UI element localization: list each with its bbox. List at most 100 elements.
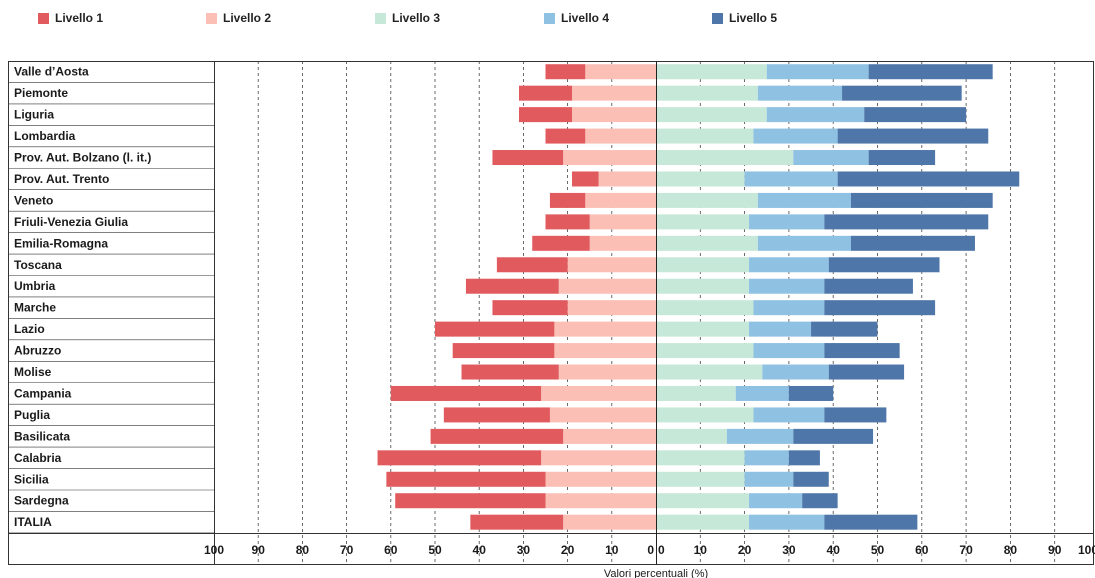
bar-livello-1 [452,343,555,359]
region-label: Prov. Aut. Trento [14,172,109,186]
tick-label: 60 [915,543,929,557]
bar-livello-1 [549,192,586,208]
bar-livello-3 [656,407,754,423]
legend-label: Livello 4 [561,11,610,25]
bar-livello-1 [545,64,586,80]
region-label: Prov. Aut. Bolzano (l. it.) [14,151,151,165]
bar-livello-1 [492,300,568,316]
bar-livello-5 [868,150,936,166]
bar-livello-5 [828,257,940,273]
bar-livello-5 [793,471,829,487]
bar-livello-2 [541,385,656,401]
bar-livello-3 [656,150,794,166]
bar-livello-2 [554,321,656,337]
bar-livello-1 [443,407,550,423]
bar-livello-3 [656,321,750,337]
legend-swatch [206,12,217,24]
bar-livello-2 [585,64,656,80]
bar-livello-4 [749,493,803,509]
bar-livello-4 [753,343,825,359]
tick-label: 0 [647,543,654,557]
bar-livello-3 [656,471,745,487]
bar-livello-2 [545,493,656,509]
tick-label: 50 [428,543,442,557]
bar-livello-4 [744,471,794,487]
tick-label: 50 [871,543,885,557]
bar-livello-5 [850,192,993,208]
tick-label: 70 [959,543,973,557]
region-label: Piemonte [14,86,68,100]
bar-livello-4 [744,171,838,187]
bar-livello-2 [563,428,656,444]
tick-label: 10 [694,543,708,557]
bar-livello-4 [757,85,843,101]
bar-livello-3 [656,257,750,273]
bar-livello-5 [824,278,913,294]
bar-livello-4 [762,364,829,380]
tick-label: 70 [340,543,354,557]
bar-livello-3 [656,300,754,316]
bar-livello-4 [749,321,812,337]
bar-livello-2 [585,192,656,208]
bar-livello-5 [842,85,962,101]
bar-livello-5 [793,428,874,444]
legend-item: Livello 1 [38,8,103,28]
region-label: Marche [14,301,56,315]
bar-livello-4 [757,235,851,251]
bar-livello-3 [656,107,767,123]
tick-labels: 100 90 80 70 60 50 40 30 20 10 0 0 10 20 30 40 50 60 70 80 9… [204,543,1095,557]
legend-item: Livello 4 [544,8,609,28]
bar-livello-2 [558,364,656,380]
legend-swatch [544,12,555,24]
region-label: Liguria [14,108,54,122]
bar-livello-3 [656,214,750,230]
tick-label: 90 [1048,543,1062,557]
bar-livello-3 [656,278,750,294]
bar-livello-2 [563,150,656,166]
bar-livello-4 [753,128,838,144]
bar-livello-3 [656,514,750,530]
bar-livello-5 [788,450,820,466]
bar-livello-4 [749,278,825,294]
bar-livello-2 [558,278,656,294]
bar-livello-2 [554,343,656,359]
legend-swatch [712,12,723,24]
bar-livello-3 [656,171,745,187]
bar-livello-5 [824,214,989,230]
bar-livello-1 [532,235,590,251]
tick-label: 30 [782,543,796,557]
region-label: Campania [14,386,72,400]
bar-livello-3 [656,450,745,466]
bar-livello-1 [377,450,542,466]
bar-livello-3 [656,364,763,380]
region-label: Veneto [14,193,53,207]
bar-livello-3 [656,128,754,144]
bar-livello-2 [545,471,656,487]
region-label: Molise [14,365,52,379]
bar-livello-4 [735,385,789,401]
region-label: Lazio [14,322,45,336]
bar-livello-4 [753,407,825,423]
bar-livello-2 [572,107,656,123]
tick-label: 80 [296,543,310,557]
bar-livello-4 [757,192,851,208]
bar-livello-5 [837,171,1020,187]
region-label: Friuli-Venezia Giulia [14,215,128,229]
tick-label: 20 [561,543,575,557]
region-label: Basilicata [14,429,70,443]
bar-livello-1 [435,321,555,337]
bar-livello-2 [549,407,656,423]
bar-livello-4 [726,428,794,444]
bar-livello-2 [572,85,656,101]
bar-livello-5 [837,128,989,144]
tick-label: 30 [517,543,531,557]
bar-livello-1 [545,214,590,230]
bar-livello-1 [492,150,564,166]
bar-livello-5 [868,64,993,80]
bar-livello-3 [656,192,758,208]
legend-swatch [38,12,49,24]
bar-livello-3 [656,493,750,509]
tick-label: 20 [738,543,752,557]
bar-livello-2 [541,450,656,466]
legend-item: Livello 2 [206,8,271,28]
